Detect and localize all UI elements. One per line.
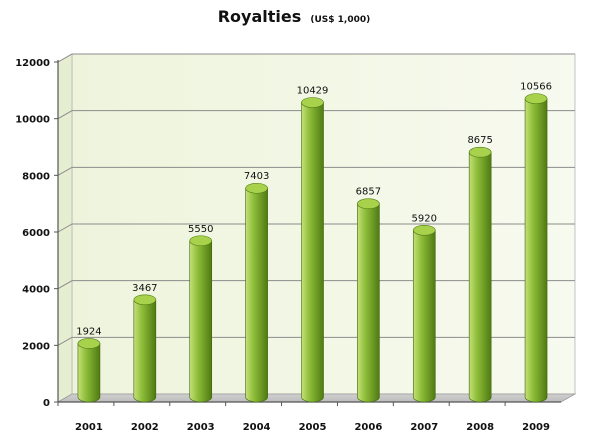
data-label: 3467 — [132, 283, 157, 294]
data-label: 5920 — [412, 213, 437, 224]
gridline — [57, 166, 575, 176]
x-tick-label: 2005 — [299, 422, 327, 433]
bar — [245, 182, 268, 403]
bar — [524, 93, 548, 403]
bar — [189, 235, 213, 403]
data-label: 10429 — [297, 86, 329, 97]
bar-body — [412, 229, 436, 403]
x-tick-label: 2004 — [243, 422, 271, 433]
gridline — [57, 110, 575, 120]
bar-top — [468, 146, 492, 158]
data-label: 5550 — [188, 224, 213, 235]
bar — [301, 97, 324, 403]
bar-top — [189, 235, 213, 247]
y-tick-label: 0 — [43, 398, 50, 409]
bar — [357, 198, 380, 403]
data-label: 7403 — [244, 171, 269, 182]
data-label: 1924 — [76, 326, 101, 337]
bar-top — [357, 198, 380, 210]
y-tick-label: 2000 — [22, 341, 50, 352]
data-label: 6857 — [356, 187, 381, 198]
bar-body — [357, 203, 380, 403]
x-tick-label: 2006 — [354, 422, 382, 433]
chart-title-group: Royalties (US$ 1,000) — [218, 7, 371, 26]
x-tick-label: 2009 — [522, 422, 550, 433]
bar-body — [301, 102, 324, 403]
bar-body — [245, 187, 268, 403]
bar-body — [133, 299, 157, 403]
chart-title: Royalties — [218, 7, 302, 26]
gridline — [57, 53, 575, 63]
data-label: 8675 — [467, 135, 492, 146]
gridline — [57, 336, 575, 346]
bars — [77, 93, 548, 403]
y-axis-tick-labels: 0 2000 4000 6000 8000 10000 12000 — [15, 58, 50, 409]
bar — [468, 146, 492, 403]
gridline — [57, 280, 575, 290]
bar-top — [245, 182, 268, 194]
bar-body — [77, 343, 101, 403]
bar — [77, 338, 101, 403]
y-tick-label: 4000 — [22, 285, 50, 296]
y-tick-label: 12000 — [15, 58, 50, 69]
bar-top — [133, 294, 157, 306]
gridline — [57, 223, 575, 233]
bar-top — [412, 224, 436, 236]
y-tick-label: 10000 — [15, 115, 50, 126]
bar — [412, 224, 436, 403]
x-tick-label: 2007 — [410, 422, 438, 433]
x-tick-label: 2001 — [75, 422, 103, 433]
bar-top — [301, 97, 324, 108]
bar-body — [524, 98, 548, 403]
y-tick-label: 6000 — [22, 228, 50, 239]
bar — [133, 294, 157, 403]
chart-subtitle: (US$ 1,000) — [310, 15, 370, 25]
gridlines — [57, 53, 575, 346]
bar-top — [77, 338, 101, 349]
x-tick-label: 2002 — [131, 422, 159, 433]
x-tick-label: 2008 — [466, 422, 494, 433]
data-labels: 1924 3467 5550 7403 10429 6857 5920 8675 10566 — [76, 82, 552, 338]
y-tick-label: 8000 — [22, 171, 50, 182]
data-label: 10566 — [520, 82, 552, 93]
x-tick-label: 2003 — [187, 422, 215, 433]
bar-body — [468, 151, 492, 403]
bar-body — [189, 240, 213, 403]
x-axis-tick-labels: 2001 2002 2003 2004 2005 2006 2007 2008 2009 — [75, 422, 550, 433]
bar-top — [524, 93, 548, 104]
